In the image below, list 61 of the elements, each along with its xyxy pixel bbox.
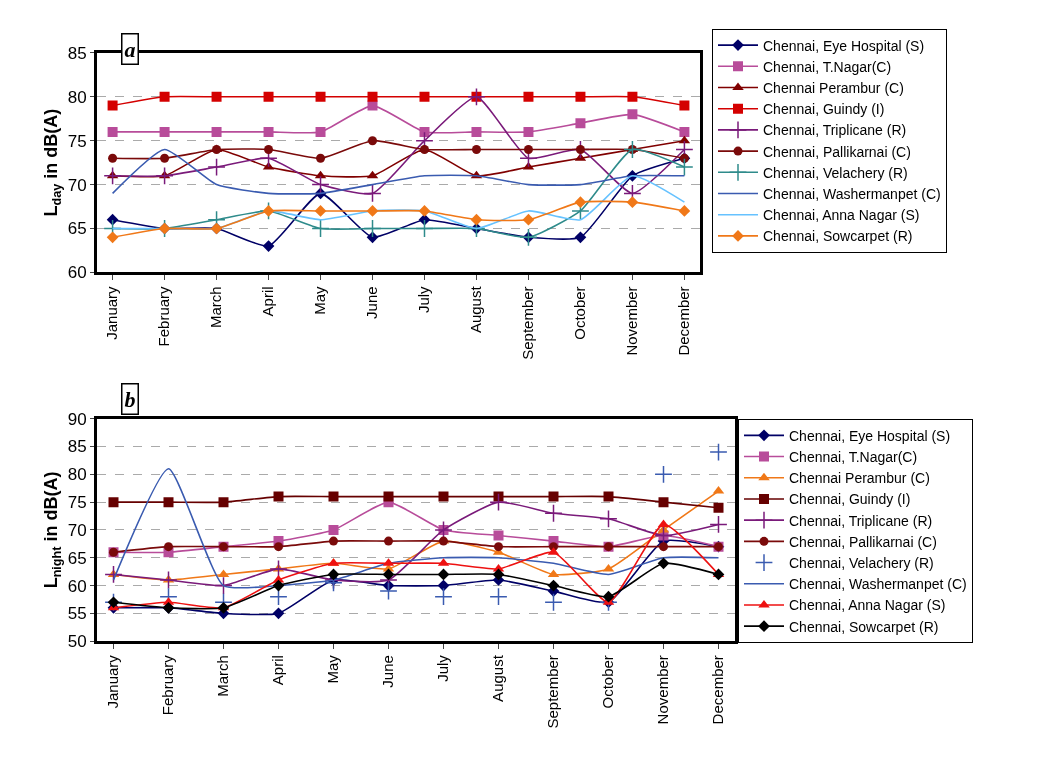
legend-label: Chennai, Triplicane (R) xyxy=(789,512,933,529)
legend-label: Chennai Perambur (C) xyxy=(763,79,904,96)
legend-label: Chennai Perambur (C) xyxy=(789,470,930,487)
y-tick-label: 80 xyxy=(67,465,87,485)
y-tick-label: 60 xyxy=(67,576,87,596)
y-tick-label: 75 xyxy=(67,493,87,513)
x-tick-label: February xyxy=(155,285,173,347)
legend-label: Chennai, Guindy (I) xyxy=(789,491,911,508)
legend-label: Chennai, Washermanpet (C) xyxy=(789,576,967,593)
y-tick-label: 70 xyxy=(67,520,87,540)
x-tick-label: November xyxy=(654,655,672,725)
legend-label: Chennai, T.Nagar(C) xyxy=(763,58,892,75)
x-tick-label: January xyxy=(104,654,122,709)
y-tick-label: 65 xyxy=(67,548,87,568)
x-tick-label: October xyxy=(571,286,589,340)
x-tick-label: June xyxy=(379,655,397,688)
y-tick-label: 70 xyxy=(67,175,87,195)
legend-label: Chennai, T.Nagar(C) xyxy=(789,449,918,465)
y-tick-label: 60 xyxy=(67,263,87,283)
x-tick-label: July xyxy=(415,285,433,314)
legend-label: Chennai, Triplicane (R) xyxy=(763,122,907,139)
x-tick-label: November xyxy=(623,286,641,356)
legend-label: Chennai, Velachery (R) xyxy=(763,164,908,181)
x-tick-label: December xyxy=(709,655,727,725)
y-tick-label: 80 xyxy=(67,87,87,107)
legend-label: Chennai, Anna Nagar (S) xyxy=(789,597,946,614)
legend-label: Chennai, Anna Nagar (S) xyxy=(763,207,920,224)
x-tick-label: July xyxy=(434,654,452,682)
x-tick-label: March xyxy=(207,286,225,329)
x-tick-label: May xyxy=(324,654,342,684)
x-tick-label: October xyxy=(599,655,617,709)
x-tick-label: April xyxy=(269,655,287,686)
x-tick-label: March xyxy=(214,655,232,697)
x-tick-label: August xyxy=(489,654,507,702)
x-tick-label: September xyxy=(544,655,562,729)
legend-label: Chennai, Pallikarnai (C) xyxy=(789,533,937,550)
chart-title: b xyxy=(124,386,136,412)
y-tick-label: 85 xyxy=(67,43,87,63)
legend-label: Chennai, Sowcarpet (R) xyxy=(763,228,913,245)
y-tick-label: 90 xyxy=(67,409,87,429)
chart-title: a xyxy=(124,36,136,62)
y-tick-label: 85 xyxy=(67,437,87,457)
y-tick-label: 75 xyxy=(67,131,87,151)
x-tick-label: June xyxy=(363,286,381,319)
x-tick-label: January xyxy=(103,285,121,340)
x-tick-label: February xyxy=(159,654,177,716)
legend-label: Chennai, Guindy (I) xyxy=(763,101,885,118)
legend-label: Chennai, Eye Hospital (S) xyxy=(763,37,925,54)
legend-label: Chennai, Eye Hospital (S) xyxy=(789,427,951,444)
x-tick-label: April xyxy=(259,286,277,317)
x-tick-label: May xyxy=(311,285,329,315)
legend-label: Chennai, Velachery (R) xyxy=(789,555,934,571)
y-tick-label: 50 xyxy=(67,632,87,652)
x-tick-label: September xyxy=(519,286,537,360)
x-tick-label: December xyxy=(675,286,693,356)
x-tick-label: August xyxy=(467,285,485,334)
legend-label: Chennai, Pallikarnai (C) xyxy=(763,143,911,160)
y-tick-label: 65 xyxy=(67,219,87,239)
legend-label: Chennai, Washermanpet (C) xyxy=(763,185,941,202)
y-tick-label: 55 xyxy=(67,604,87,624)
legend-label: Chennai, Sowcarpet (R) xyxy=(789,618,939,635)
